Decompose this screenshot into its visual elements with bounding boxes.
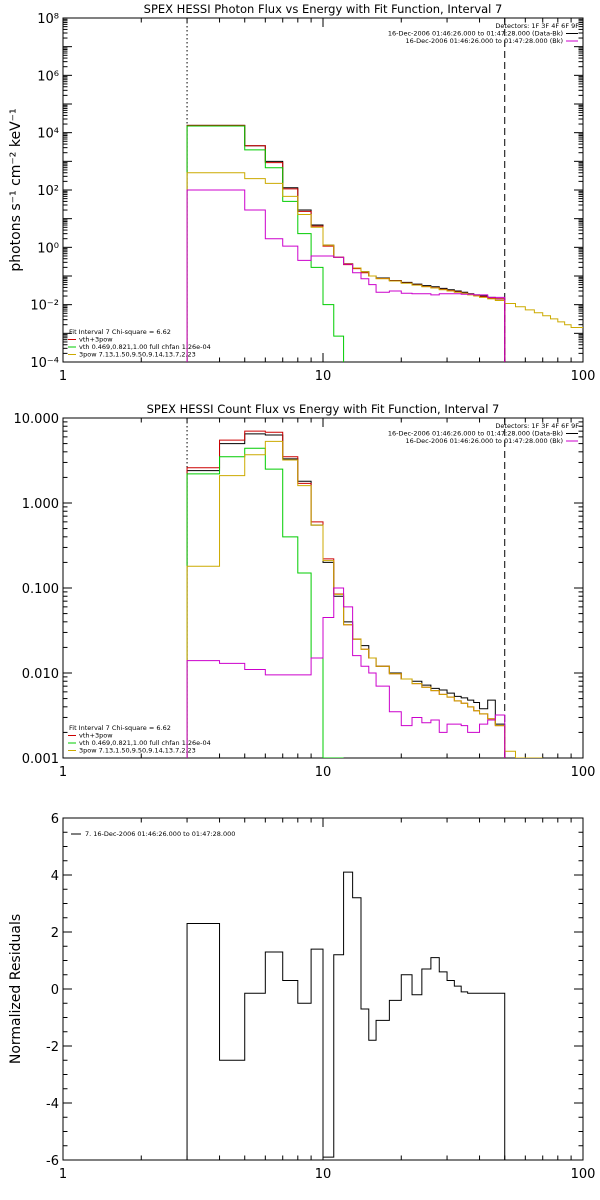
y-tick-label: 10⁸	[37, 12, 59, 27]
series-line-1	[186, 124, 506, 362]
y-axis-label: Normalized Residuals	[8, 914, 24, 1064]
legend-bottom-entry: vth 0.469,0.821,1.00 full chfan 1.26e-04	[79, 343, 211, 351]
legend-bottom-entry: Fit Interval 7 Chi-square = 6.62	[69, 724, 171, 732]
legend-top-entry: 16-Dec-2006 01:46:26.000 to 01:47:28.000…	[406, 437, 564, 445]
y-tick-label: 2	[51, 926, 59, 941]
chart-count: SPEX HESSI Count Flux vs Energy with Fit…	[14, 402, 596, 780]
legend-bottom-entry: vth 0.469,0.821,1.00 full chfan 1.26e-04	[79, 739, 211, 747]
series-group	[186, 124, 583, 362]
x-tick-label: 1	[59, 1167, 67, 1182]
y-tick-label: 10.000	[14, 412, 60, 427]
legend-bottom-entry: vth+3pow	[79, 732, 113, 740]
y-tick-label: 10⁴	[37, 127, 59, 142]
chart-resid: 1 10 100 -6 -4 -2 0 2 4 6 Normalized Residuals 7. 1…	[8, 812, 595, 1182]
y-axis-label: photons s⁻¹ cm⁻² keV⁻¹	[8, 108, 24, 271]
legend-bottom-entry: vth+3pow	[79, 336, 113, 344]
x-tick-label: 10	[315, 1167, 332, 1182]
x-tick-label: 10	[315, 369, 332, 384]
legend-top-entry: 16-Dec-2006 01:46:26.000 to 01:47:28.000…	[388, 30, 563, 38]
y-tick-label: 10⁰	[37, 241, 59, 256]
series-group	[186, 430, 543, 758]
y-tick-label: 10⁻⁴	[30, 356, 59, 371]
y-tick-label: 6	[51, 812, 59, 827]
x-tick-label: 100	[571, 765, 596, 780]
series-line-2	[186, 447, 344, 758]
y-tick-label: 0.010	[22, 667, 59, 682]
x-tick-label: 10	[315, 765, 332, 780]
y-tick-label: -2	[46, 1040, 59, 1055]
legend-bottom-entry: Fit Interval 7 Chi-square = 6.62	[69, 328, 171, 336]
series-line-0	[186, 871, 506, 1160]
x-tick-label: 100	[571, 369, 596, 384]
legend-top-entry: Detectors: 1F 3F 4F 6F 9F	[495, 422, 579, 430]
y-tick-label: 0.100	[22, 582, 59, 597]
y-tick-label: 1.000	[22, 497, 59, 512]
series-line-0	[186, 124, 506, 362]
y-tick-label: -4	[46, 1097, 59, 1112]
legend-top-entry: Detectors: 1F 3F 4F 6F 9F	[495, 22, 579, 30]
chart-title: SPEX HESSI Photon Flux vs Energy with Fi…	[144, 2, 503, 16]
chart-photon: SPEX HESSI Photon Flux vs Energy with Fi…	[8, 2, 595, 384]
legend-bottom-entry: 3pow 7.13,1.50,9.50,9.14,13.7,2.23	[79, 351, 196, 359]
series-line-4	[186, 189, 506, 362]
series-line-4	[186, 587, 506, 758]
legend-top-entry: 16-Dec-2006 01:46:26.000 to 01:47:28.000…	[388, 430, 563, 438]
series-line-3	[186, 172, 583, 362]
y-tick-label: 10⁻²	[30, 299, 59, 314]
series-line-0	[186, 433, 506, 758]
y-tick-label: 10²	[37, 184, 59, 199]
x-tick-label: 1	[59, 369, 67, 384]
series-group	[186, 871, 506, 1160]
series-line-2	[186, 125, 345, 362]
y-tick-label: -6	[46, 1154, 59, 1169]
y-tick-label: 4	[51, 869, 59, 884]
y-tick-label: 0	[51, 983, 59, 998]
chart-title: SPEX HESSI Count Flux vs Energy with Fit…	[147, 402, 500, 416]
x-tick-label: 1	[59, 765, 67, 780]
legend-top-entry: 16-Dec-2006 01:46:26.000 to 01:47:28.000…	[406, 37, 564, 45]
legend-bottom-entry: 3pow 7.13,1.50,9.50,9.14,13.7,2.23	[79, 747, 196, 755]
series-line-3	[186, 440, 543, 758]
legend-topleft-entry: 7. 16-Dec-2006 01:46:26.000 to 01:47:28.…	[85, 830, 235, 838]
y-tick-label: 10⁶	[37, 69, 59, 84]
y-tick-label: 0.001	[22, 752, 59, 767]
x-tick-label: 100	[571, 1167, 596, 1182]
series-line-1	[186, 430, 506, 758]
